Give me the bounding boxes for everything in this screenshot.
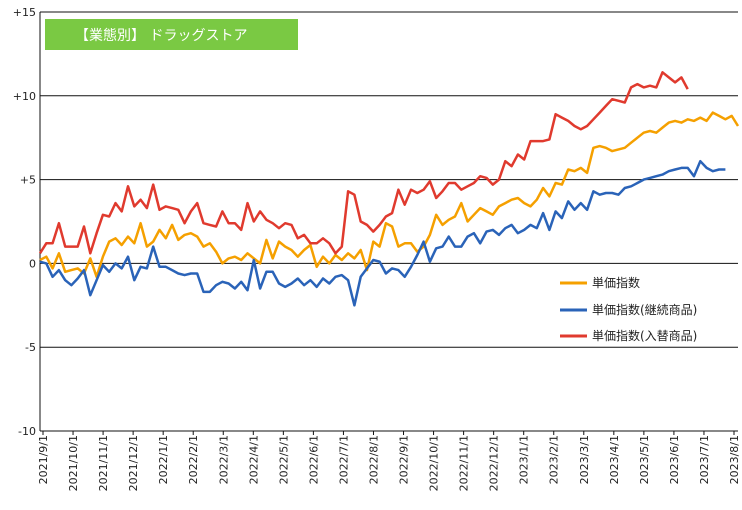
- x-tick-label: 2022/3/1: [217, 435, 230, 484]
- x-tick-label: 2022/5/1: [277, 435, 290, 484]
- legend-entry-2: 単価指数(入替商品): [592, 328, 697, 343]
- y-tick-label: -5: [25, 341, 36, 354]
- x-tick-label: 2023/5/1: [638, 435, 651, 484]
- y-tick-label: +15: [13, 6, 36, 19]
- x-tick-label: 2023/7/1: [698, 435, 711, 484]
- x-tick-label: 2022/2/1: [187, 435, 200, 484]
- legend-entry-1: 単価指数(継続商品): [592, 302, 697, 317]
- y-tick-label: +5: [20, 174, 36, 187]
- legend-background: [552, 266, 738, 346]
- x-tick-label: 2022/12/1: [488, 435, 501, 491]
- x-tick-label: 2023/6/1: [668, 435, 681, 484]
- x-tick-label: 2021/10/1: [67, 435, 80, 491]
- x-tick-label: 2022/6/1: [307, 435, 320, 484]
- x-tick-label: 2022/11/1: [458, 435, 471, 491]
- grid-layer: [40, 11, 738, 432]
- y-tick-label: 0: [29, 257, 36, 270]
- series-line-1: [39, 159, 726, 307]
- series-line-0: [39, 111, 740, 279]
- x-tick-label: 2022/10/1: [428, 435, 441, 491]
- x-tick-label: 2023/4/1: [608, 435, 621, 484]
- title-layer: 【業態別】 ドラッグストア: [45, 19, 298, 50]
- x-tick-label: 2021/12/1: [127, 435, 140, 491]
- x-tick-label: 2022/4/1: [247, 435, 260, 484]
- x-tick-label: 2021/9/1: [37, 435, 50, 484]
- legend-entry-0: 単価指数: [592, 275, 640, 290]
- x-tick-label: 2023/1/1: [518, 435, 531, 484]
- series-line-2: [38, 71, 689, 255]
- x-tick-label: 2023/3/1: [578, 435, 591, 484]
- chart-title: 【業態別】 ドラッグストア: [75, 28, 247, 44]
- x-tick-label: 2021/11/1: [97, 435, 110, 491]
- x-tick-label: 2023/8/1: [728, 435, 741, 484]
- title-box: [45, 19, 298, 50]
- series-layer: [38, 71, 740, 307]
- x-tick-label: 2022/1/1: [157, 435, 170, 484]
- x-tick-label: 2023/2/1: [548, 435, 561, 484]
- x-tick-label: 2022/8/1: [367, 435, 380, 484]
- y-tick-label: +10: [13, 90, 36, 103]
- x-tick-label: 2022/7/1: [337, 435, 350, 484]
- y-tick-label: -10: [18, 425, 36, 438]
- x-tick-label: 2022/9/1: [398, 435, 411, 484]
